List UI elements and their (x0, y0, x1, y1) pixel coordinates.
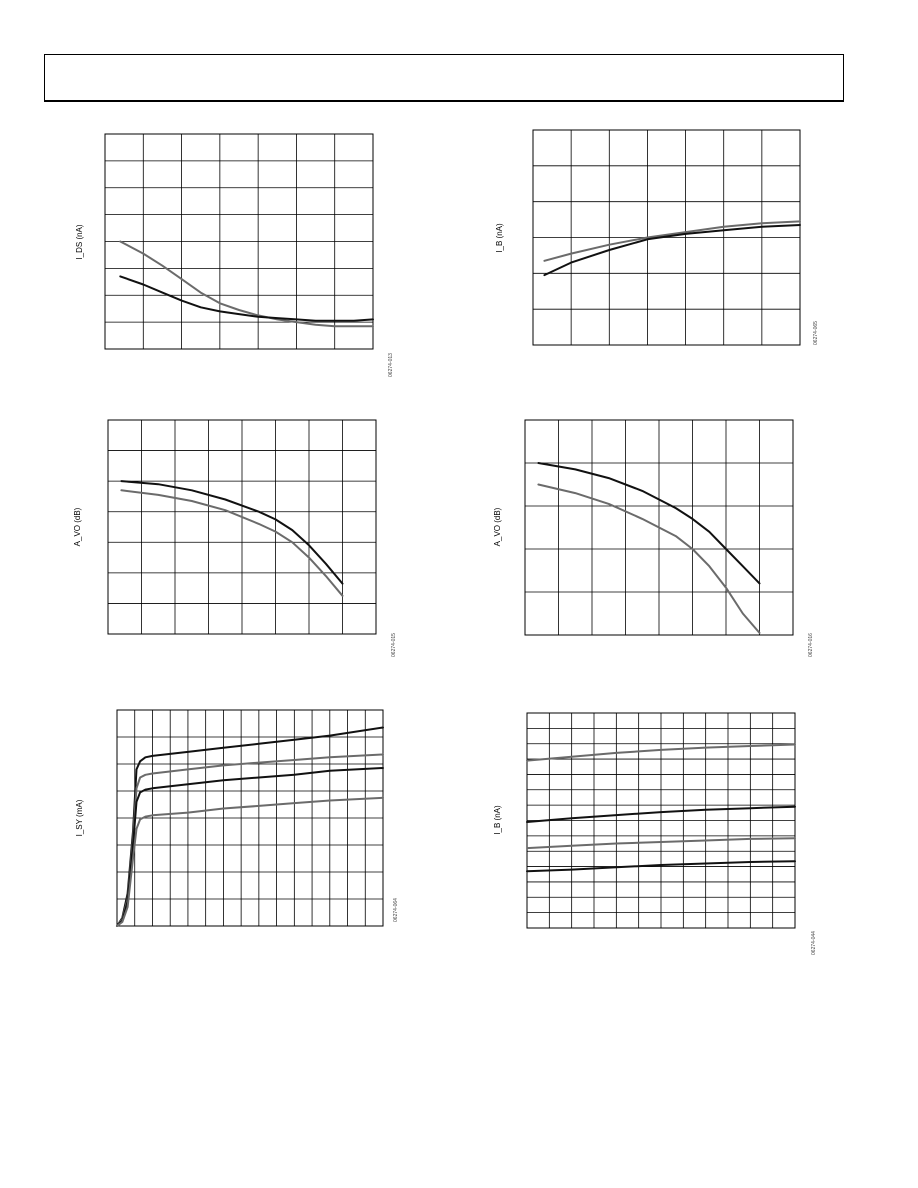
plot-frame (104, 133, 374, 350)
y-axis-label: A_VO (dB) (493, 507, 502, 546)
y-axis-label: I_SY (mA) (75, 799, 84, 836)
series-line-1 (120, 480, 344, 585)
series-line-1 (119, 240, 374, 328)
series-line-1 (543, 220, 801, 262)
y-axis-label: I_B (nA) (493, 805, 502, 835)
series-line-1 (526, 743, 796, 762)
series-line-1 (537, 462, 761, 585)
series-line-4 (526, 860, 796, 873)
plot-frame (526, 712, 796, 929)
chart-grid (108, 420, 376, 634)
series-line-2 (537, 483, 761, 634)
chart-ib-vs-x-bottom: I_B (nA) 06274-044 (493, 712, 817, 955)
series-line-2 (116, 753, 384, 927)
chart-grid (527, 713, 795, 928)
figure-code: 06274-013 (388, 353, 394, 377)
series-line-2 (526, 805, 796, 823)
y-axis-label: I_DS (nA) (75, 224, 84, 259)
page-header-box (44, 54, 844, 102)
series-line-2 (543, 224, 801, 277)
chart-ids-vs-x: I_DS (nA) 06274-013 (75, 133, 394, 377)
chart-ib-vs-x: I_B (nA) 06274-065 (495, 129, 819, 346)
figure-code: 06274-065 (813, 321, 819, 345)
y-axis-label: A_VO (dB) (73, 507, 82, 546)
chart-grid (117, 710, 383, 926)
plot-frame (532, 129, 801, 346)
plot-frame (107, 419, 377, 635)
plot-frame (524, 419, 794, 636)
figure-code: 06274-044 (811, 931, 817, 955)
figure-code: 06274-015 (391, 633, 397, 657)
chart-grid (525, 420, 793, 635)
series-line-2 (119, 275, 374, 322)
chart-avo-vs-x-left: A_VO (dB) 06274-015 (73, 419, 397, 657)
series-line-2 (120, 489, 344, 597)
chart-avo-vs-x-right: A_VO (dB) 06274-016 (493, 419, 814, 657)
chart-isy-vs-x: I_SY (mA) 06274-064 (75, 709, 399, 927)
series-line-3 (526, 837, 796, 850)
chart-grid (105, 134, 373, 349)
figure-code: 06274-016 (808, 633, 814, 657)
y-axis-label: I_B (nA) (495, 223, 504, 253)
series-line-3 (116, 767, 384, 927)
plot-frame (116, 709, 384, 927)
figure-code: 06274-064 (393, 898, 399, 922)
series-line-4 (116, 796, 384, 927)
